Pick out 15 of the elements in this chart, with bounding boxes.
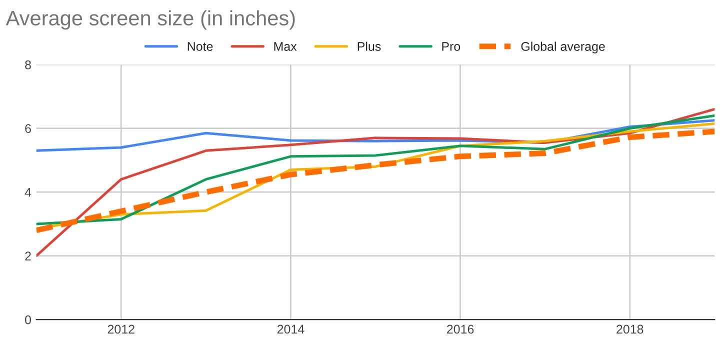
y-tick-label: 2 <box>25 252 31 260</box>
x-tick-label: 2014 <box>277 324 304 334</box>
legend-label: Note <box>188 42 213 51</box>
y-tick-label: 0 <box>25 315 31 324</box>
legend-label: Plus <box>358 42 381 51</box>
chart-title: Average screen size (in inches) <box>6 10 295 30</box>
x-tick-label: 2016 <box>447 324 474 334</box>
y-tick-label: 4 <box>24 188 32 197</box>
legend-label: Global average <box>521 42 605 54</box>
legend-label: Pro <box>442 42 460 51</box>
y-tick-label: 8 <box>25 60 31 70</box>
y-tick-label: 6 <box>25 124 31 133</box>
legend-label: Max <box>274 42 297 51</box>
x-tick-label: 2012 <box>108 324 134 334</box>
x-tick-label: 2018 <box>616 324 644 334</box>
